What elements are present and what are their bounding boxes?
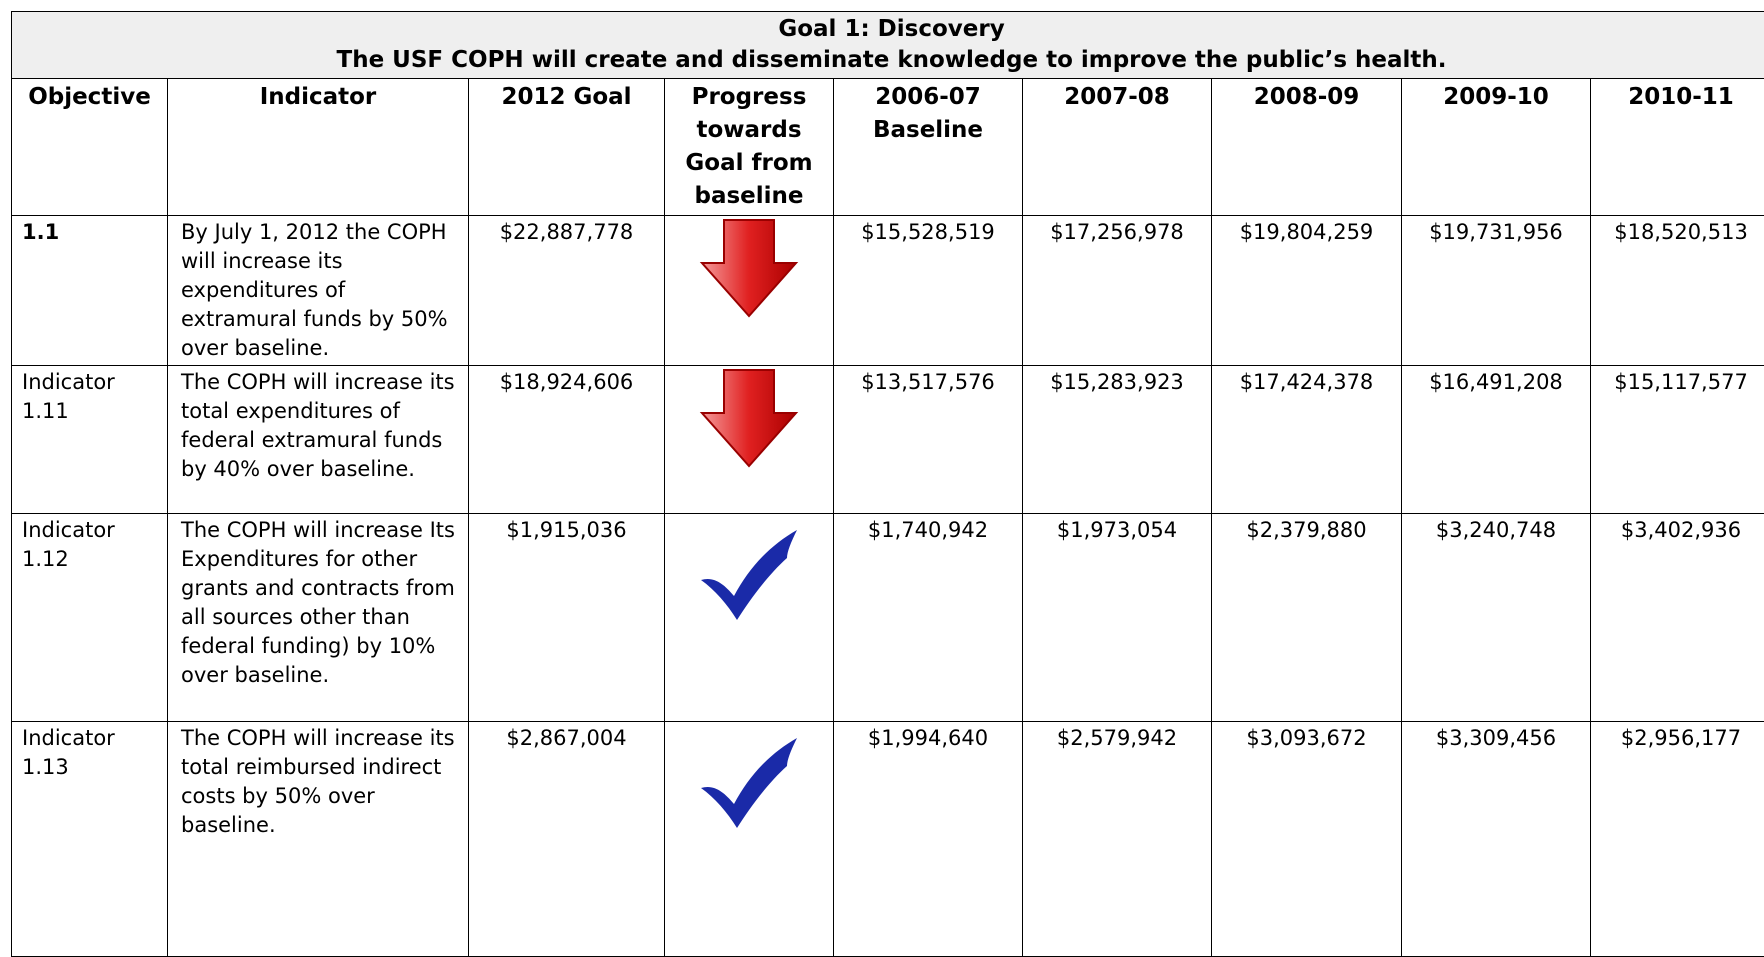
- progress-cell: [665, 366, 834, 514]
- amount-cell: $2,379,880: [1212, 514, 1402, 722]
- indicator-cell: The COPH will increase Its Expenditures …: [168, 514, 469, 722]
- amount-cell: $1,994,640: [834, 722, 1023, 957]
- check-icon: [699, 528, 799, 628]
- column-header: 2006-07 Baseline: [834, 79, 1023, 216]
- amount-cell: $15,117,577: [1591, 366, 1764, 514]
- amount-cell: $1,973,054: [1023, 514, 1212, 722]
- amount-cell: $2,579,942: [1023, 722, 1212, 957]
- amount-cell: $2,956,177: [1591, 722, 1764, 957]
- objective-cell: Indicator 1.12: [12, 514, 168, 722]
- amount-cell: $3,402,936: [1591, 514, 1764, 722]
- down-arrow-icon: [699, 218, 799, 318]
- column-header: 2009-10: [1402, 79, 1591, 216]
- column-header: 2007-08: [1023, 79, 1212, 216]
- subtitle: The USF COPH will create and disseminate…: [20, 45, 1763, 76]
- progress-cell: [665, 216, 834, 366]
- column-header: Objective: [12, 79, 168, 216]
- amount-cell: $17,256,978: [1023, 216, 1212, 366]
- amount-cell: $2,867,004: [469, 722, 665, 957]
- column-header: Indicator: [168, 79, 469, 216]
- amount-cell: $16,491,208: [1402, 366, 1591, 514]
- amount-cell: $1,740,942: [834, 514, 1023, 722]
- down-arrow-icon: [699, 368, 799, 468]
- amount-cell: $19,731,956: [1402, 216, 1591, 366]
- title: Goal 1: Discovery: [20, 14, 1763, 45]
- column-header: 2012 Goal: [469, 79, 665, 216]
- column-header: Progress towards Goal from baseline: [665, 79, 834, 216]
- column-header: 2008-09: [1212, 79, 1402, 216]
- indicator-cell: The COPH will increase its total expendi…: [168, 366, 469, 514]
- check-icon: [699, 736, 799, 836]
- amount-cell: $15,528,519: [834, 216, 1023, 366]
- indicator-cell: The COPH will increase its total reimbur…: [168, 722, 469, 957]
- objective-cell: Indicator 1.13: [12, 722, 168, 957]
- progress-cell: [665, 722, 834, 957]
- amount-cell: $22,887,778: [469, 216, 665, 366]
- progress-cell: [665, 514, 834, 722]
- objective-cell: Indicator 1.11: [12, 366, 168, 514]
- amount-cell: $3,309,456: [1402, 722, 1591, 957]
- objective-cell: 1.1: [12, 216, 168, 366]
- amount-cell: $17,424,378: [1212, 366, 1402, 514]
- amount-cell: $1,915,036: [469, 514, 665, 722]
- indicator-cell: By July 1, 2012 the COPH will increase i…: [168, 216, 469, 366]
- amount-cell: $3,093,672: [1212, 722, 1402, 957]
- amount-cell: $19,804,259: [1212, 216, 1402, 366]
- amount-cell: $3,240,748: [1402, 514, 1591, 722]
- amount-cell: $18,520,513: [1591, 216, 1764, 366]
- amount-cell: $15,283,923: [1023, 366, 1212, 514]
- column-header: 2010-11: [1591, 79, 1764, 216]
- amount-cell: $13,517,576: [834, 366, 1023, 514]
- amount-cell: $18,924,606: [469, 366, 665, 514]
